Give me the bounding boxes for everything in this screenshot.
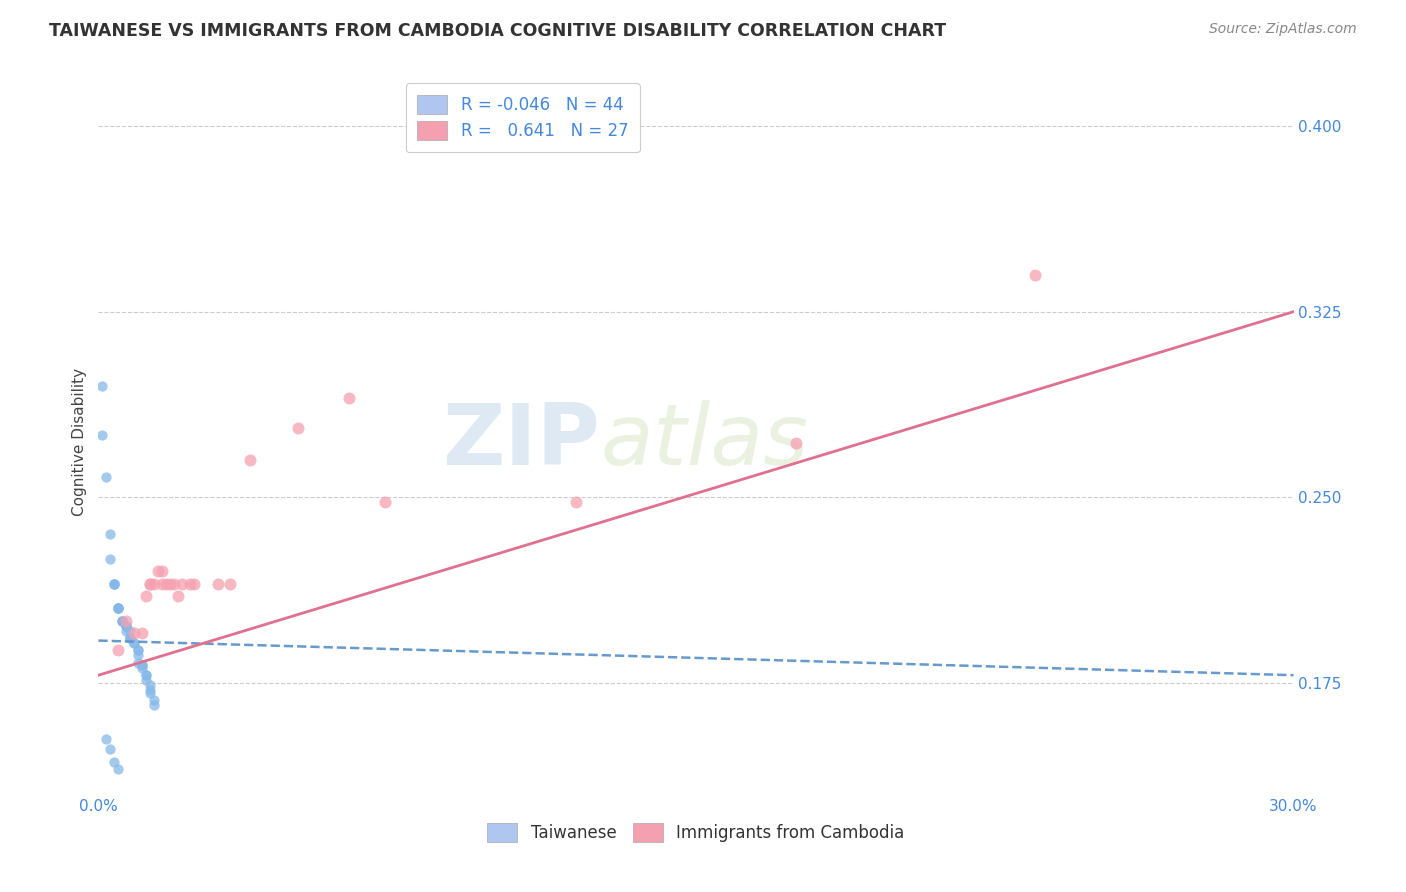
Point <box>135 589 157 603</box>
Text: atlas: atlas <box>600 400 808 483</box>
Text: ZIP: ZIP <box>443 400 600 483</box>
Point <box>127 648 149 663</box>
Point <box>120 624 142 638</box>
Point <box>91 428 114 442</box>
Point <box>155 576 177 591</box>
Point <box>239 453 262 467</box>
Point <box>163 576 186 591</box>
Point <box>148 565 170 579</box>
Text: Source: ZipAtlas.com: Source: ZipAtlas.com <box>1209 22 1357 37</box>
Point <box>127 643 149 657</box>
Point <box>98 742 122 756</box>
Point <box>124 636 146 650</box>
Point <box>107 601 129 615</box>
Point <box>139 576 162 591</box>
Point <box>91 379 114 393</box>
Point <box>143 693 166 707</box>
Point <box>96 732 118 747</box>
Point <box>115 619 138 633</box>
Point <box>124 626 146 640</box>
Point <box>115 619 138 633</box>
Point <box>374 495 396 509</box>
Point <box>143 698 166 712</box>
Point <box>115 619 138 633</box>
Point <box>183 576 205 591</box>
Point <box>111 614 134 628</box>
Point <box>143 576 166 591</box>
Point <box>103 755 125 769</box>
Point <box>172 576 194 591</box>
Point <box>159 576 181 591</box>
Point <box>120 631 142 645</box>
Point <box>115 614 138 628</box>
Point <box>107 601 129 615</box>
Point <box>179 576 201 591</box>
Point <box>131 658 153 673</box>
Point <box>131 626 153 640</box>
Point <box>103 576 125 591</box>
Point <box>103 576 125 591</box>
Point <box>107 643 129 657</box>
Point <box>287 421 309 435</box>
Point <box>135 673 157 687</box>
Point <box>139 576 162 591</box>
Point <box>207 576 229 591</box>
Point <box>135 668 157 682</box>
Point <box>111 614 134 628</box>
Text: TAIWANESE VS IMMIGRANTS FROM CAMBODIA COGNITIVE DISABILITY CORRELATION CHART: TAIWANESE VS IMMIGRANTS FROM CAMBODIA CO… <box>49 22 946 40</box>
Point <box>565 495 588 509</box>
Point <box>339 391 361 405</box>
Point <box>98 527 122 541</box>
Point <box>131 658 153 673</box>
Point <box>107 601 129 615</box>
Point <box>127 656 149 670</box>
Point <box>139 685 162 699</box>
Point <box>120 631 142 645</box>
Point <box>150 565 173 579</box>
Point <box>135 668 157 682</box>
Point <box>167 589 190 603</box>
Point <box>785 435 807 450</box>
Point <box>219 576 242 591</box>
Point <box>107 762 129 776</box>
Point <box>1024 268 1046 282</box>
Point <box>150 576 173 591</box>
Point <box>124 636 146 650</box>
Point <box>139 678 162 692</box>
Legend: Taiwanese, Immigrants from Cambodia: Taiwanese, Immigrants from Cambodia <box>481 816 911 849</box>
Point <box>115 624 138 638</box>
Y-axis label: Cognitive Disability: Cognitive Disability <box>72 368 87 516</box>
Point <box>103 576 125 591</box>
Point <box>111 614 134 628</box>
Point <box>107 601 129 615</box>
Point <box>127 643 149 657</box>
Point <box>98 552 122 566</box>
Point <box>131 661 153 675</box>
Point <box>120 631 142 645</box>
Point <box>96 470 118 484</box>
Point <box>139 683 162 698</box>
